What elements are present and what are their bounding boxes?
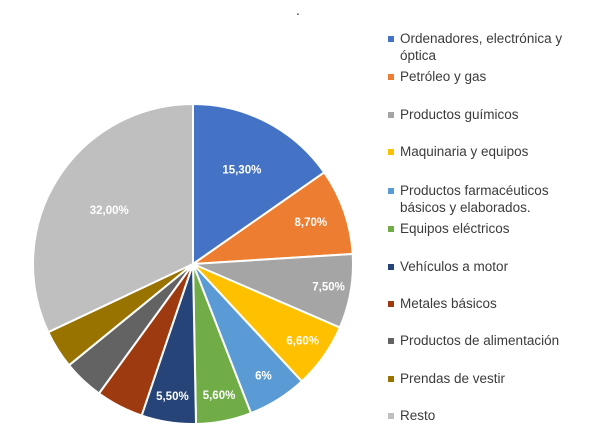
legend-swatch xyxy=(388,338,394,344)
pie-slice-label-1: 15,30% xyxy=(222,164,261,176)
pie-slice-label-4: 6,60% xyxy=(286,336,319,348)
legend-label: Productos guímicos xyxy=(400,107,519,122)
pie-slice-label-11: 32,00% xyxy=(90,205,129,217)
legend-item: Productos guímicos xyxy=(388,106,598,123)
pie-slice-label-6: 5,60% xyxy=(203,390,236,402)
legend-label: Metales básicos xyxy=(400,296,497,311)
legend-item: Prendas de vestir xyxy=(388,370,598,387)
legend-label: Maquinaria y equipos xyxy=(400,144,529,159)
pie-slice-label-5: 6% xyxy=(255,371,272,383)
legend-swatch xyxy=(388,376,394,382)
legend-item: Ordenadores, electrónica y óptica xyxy=(388,30,598,64)
pie-slice-label-2: 8,70% xyxy=(295,217,328,229)
legend-item: Resto xyxy=(388,407,598,424)
pie-slice-11 xyxy=(32,102,194,334)
legend-swatch xyxy=(388,264,394,270)
legend-item: Productos farmacéuticos básicos y elabor… xyxy=(388,182,598,216)
legend-item: Maquinaria y equipos xyxy=(388,143,598,160)
legend-label: Productos farmacéuticos básicos y elabor… xyxy=(400,183,549,215)
legend-swatch xyxy=(388,74,394,80)
legend-item: Vehículos a motor xyxy=(388,258,598,275)
pie-slice-label-3: 7,50% xyxy=(312,282,345,294)
legend-item: Petróleo y gas xyxy=(388,68,598,85)
legend-item: Metales básicos xyxy=(388,295,598,312)
legend-label: Productos de alimentación xyxy=(400,333,560,348)
legend-label: Vehículos a motor xyxy=(400,259,509,274)
legend-label: Resto xyxy=(400,408,436,423)
legend-label: Equipos eléctricos xyxy=(400,221,510,236)
legend-label: Ordenadores, electrónica y óptica xyxy=(400,31,563,63)
legend-swatch xyxy=(388,301,394,307)
legend-item: Productos de alimentación xyxy=(388,332,598,349)
chart-title: . xyxy=(296,2,300,18)
legend-swatch xyxy=(388,36,394,42)
legend-label: Petróleo y gas xyxy=(400,69,487,84)
legend-item: Equipos eléctricos xyxy=(388,220,598,237)
legend-swatch xyxy=(388,149,394,155)
pie-slice-2 xyxy=(189,171,354,266)
legend-swatch xyxy=(388,413,394,419)
pie-slice-1 xyxy=(192,102,326,266)
legend-label: Prendas de vestir xyxy=(400,371,506,386)
legend-swatch xyxy=(388,226,394,232)
legend-swatch xyxy=(388,112,394,118)
legend-swatch xyxy=(388,188,394,194)
pie-slice-label-7: 5,50% xyxy=(156,391,189,403)
